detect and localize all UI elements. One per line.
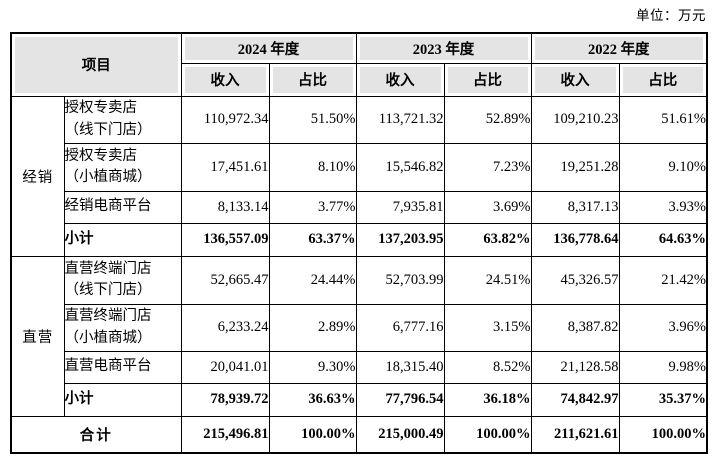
total-row: 合计 215,496.81 100.00% 215,000.49 100.00%… (10, 415, 708, 454)
header-cell-share-2023: 占比 (443, 62, 532, 97)
row-label: 直营终端门店 （线下门店） (63, 255, 182, 305)
cell-share-2024: 36.63% (268, 382, 357, 417)
cell-share-2024: 2.89% (268, 303, 357, 352)
cell-revenue-2024: 215,496.81 (180, 415, 270, 454)
row-label: 直营电商平台 (63, 350, 182, 384)
header-cell-year-2024: 2024 年度 (180, 32, 357, 64)
header-cell-year-2023: 2023 年度 (355, 32, 532, 64)
cell-share-2022: 3.93% (618, 190, 708, 224)
cell-share-2024: 63.37% (268, 222, 357, 257)
table-row: 授权专卖店 （小植商城） 17,451.61 8.10% 15,546.82 7… (11, 142, 708, 192)
cell-revenue-2024: 20,041.01 (180, 350, 270, 384)
header-cell-revenue-2023: 收入 (355, 62, 445, 97)
cell-revenue-2023: 6,777.16 (355, 303, 445, 352)
cell-revenue-2024: 110,972.34 (180, 95, 270, 144)
header-cell-item: 项目 (10, 32, 182, 97)
cell-share-2022: 51.61% (618, 95, 708, 144)
cell-revenue-2023: 137,203.95 (355, 222, 445, 257)
cell-share-2024: 8.10% (268, 142, 357, 192)
cell-revenue-2023: 77,796.54 (355, 382, 445, 417)
header-row-metrics: 收入 占比 收入 占比 收入 占比 (11, 62, 708, 97)
cell-revenue-2022: 8,387.82 (530, 303, 620, 352)
cell-revenue-2024: 6,233.24 (180, 303, 270, 352)
row-label: 经销电商平台 (63, 190, 182, 224)
header-cell-revenue-2024: 收入 (180, 62, 270, 97)
cell-revenue-2024: 17,451.61 (180, 142, 270, 192)
cell-share-2022: 21.42% (618, 255, 708, 305)
cell-share-2024: 100.00% (268, 415, 357, 454)
row-label: 授权专卖店 （小植商城） (63, 142, 182, 192)
cell-revenue-2022: 21,128.58 (530, 350, 620, 384)
cell-share-2024: 3.77% (268, 190, 357, 224)
cell-share-2024: 9.30% (268, 350, 357, 384)
cell-share-2022: 3.96% (618, 303, 708, 352)
cell-revenue-2024: 8,133.14 (180, 190, 270, 224)
cell-share-2024: 51.50% (268, 95, 357, 144)
cell-share-2023: 100.00% (443, 415, 532, 454)
subtotal-row: 小计 78,939.72 36.63% 77,796.54 36.18% 74,… (11, 382, 708, 417)
cell-revenue-2023: 15,546.82 (355, 142, 445, 192)
header-row-years: 项目 2024 年度 2023 年度 2022 年度 (10, 32, 708, 97)
subtotal-row: 小计 136,557.09 63.37% 137,203.95 63.82% 1… (11, 222, 708, 257)
cell-revenue-2022: 19,251.28 (530, 142, 620, 192)
cell-share-2023: 7.23% (443, 142, 532, 192)
cell-revenue-2022: 109,210.23 (530, 95, 620, 144)
cell-revenue-2023: 113,721.32 (355, 95, 445, 144)
cell-share-2022: 100.00% (618, 415, 708, 454)
cell-share-2022: 35.37% (618, 382, 708, 417)
cell-share-2023: 3.15% (443, 303, 532, 352)
cell-revenue-2022: 211,621.61 (530, 415, 620, 454)
unit-label: 单位：万元 (636, 8, 706, 23)
cell-revenue-2022: 74,842.97 (530, 382, 620, 417)
row-label: 直营终端门店 （小植商城） (63, 303, 182, 352)
row-label: 小计 (63, 382, 182, 417)
group-label-direct: 直营 (10, 255, 65, 417)
cell-revenue-2024: 52,665.47 (180, 255, 270, 305)
row-label: 小计 (63, 222, 182, 257)
table-row: 直营终端门店 （小植商城） 6,233.24 2.89% 6,777.16 3.… (11, 303, 708, 352)
cell-revenue-2023: 215,000.49 (355, 415, 445, 454)
group-label-distribution: 经销 (10, 95, 65, 257)
cell-share-2024: 24.44% (268, 255, 357, 305)
table-row: 直营电商平台 20,041.01 9.30% 18,315.40 8.52% 2… (11, 350, 708, 384)
cell-share-2023: 36.18% (443, 382, 532, 417)
total-label: 合计 (10, 415, 182, 454)
cell-revenue-2022: 8,317.13 (530, 190, 620, 224)
table-row: 经销 授权专卖店 （线下门店） 110,972.34 51.50% 113,72… (10, 95, 708, 257)
header-cell-share-2024: 占比 (268, 62, 357, 97)
row-label: 授权专卖店 （线下门店） (63, 95, 182, 144)
cell-share-2023: 8.52% (443, 350, 532, 384)
cell-share-2023: 52.89% (443, 95, 532, 144)
cell-share-2022: 9.10% (618, 142, 708, 192)
cell-revenue-2024: 78,939.72 (180, 382, 270, 417)
cell-revenue-2024: 136,557.09 (180, 222, 270, 257)
cell-revenue-2023: 52,703.99 (355, 255, 445, 305)
cell-share-2023: 24.51% (443, 255, 532, 305)
cell-revenue-2023: 7,935.81 (355, 190, 445, 224)
header-cell-revenue-2022: 收入 (530, 62, 620, 97)
cell-revenue-2023: 18,315.40 (355, 350, 445, 384)
cell-share-2022: 9.98% (618, 350, 708, 384)
cell-share-2023: 3.69% (443, 190, 532, 224)
cell-share-2023: 63.82% (443, 222, 532, 257)
header-cell-year-2022: 2022 年度 (530, 32, 708, 64)
cell-revenue-2022: 45,326.57 (530, 255, 620, 305)
table-row: 直营 直营终端门店 （线下门店） 52,665.47 24.44% 52,703… (10, 255, 708, 417)
cell-revenue-2022: 136,778.64 (530, 222, 620, 257)
cell-share-2022: 64.63% (618, 222, 708, 257)
table-row: 经销电商平台 8,133.14 3.77% 7,935.81 3.69% 8,3… (11, 190, 708, 224)
revenue-by-channel-table: 项目 2024 年度 2023 年度 2022 年度 收入 占比 收入 占比 收… (10, 32, 708, 454)
header-cell-share-2022: 占比 (618, 62, 708, 97)
